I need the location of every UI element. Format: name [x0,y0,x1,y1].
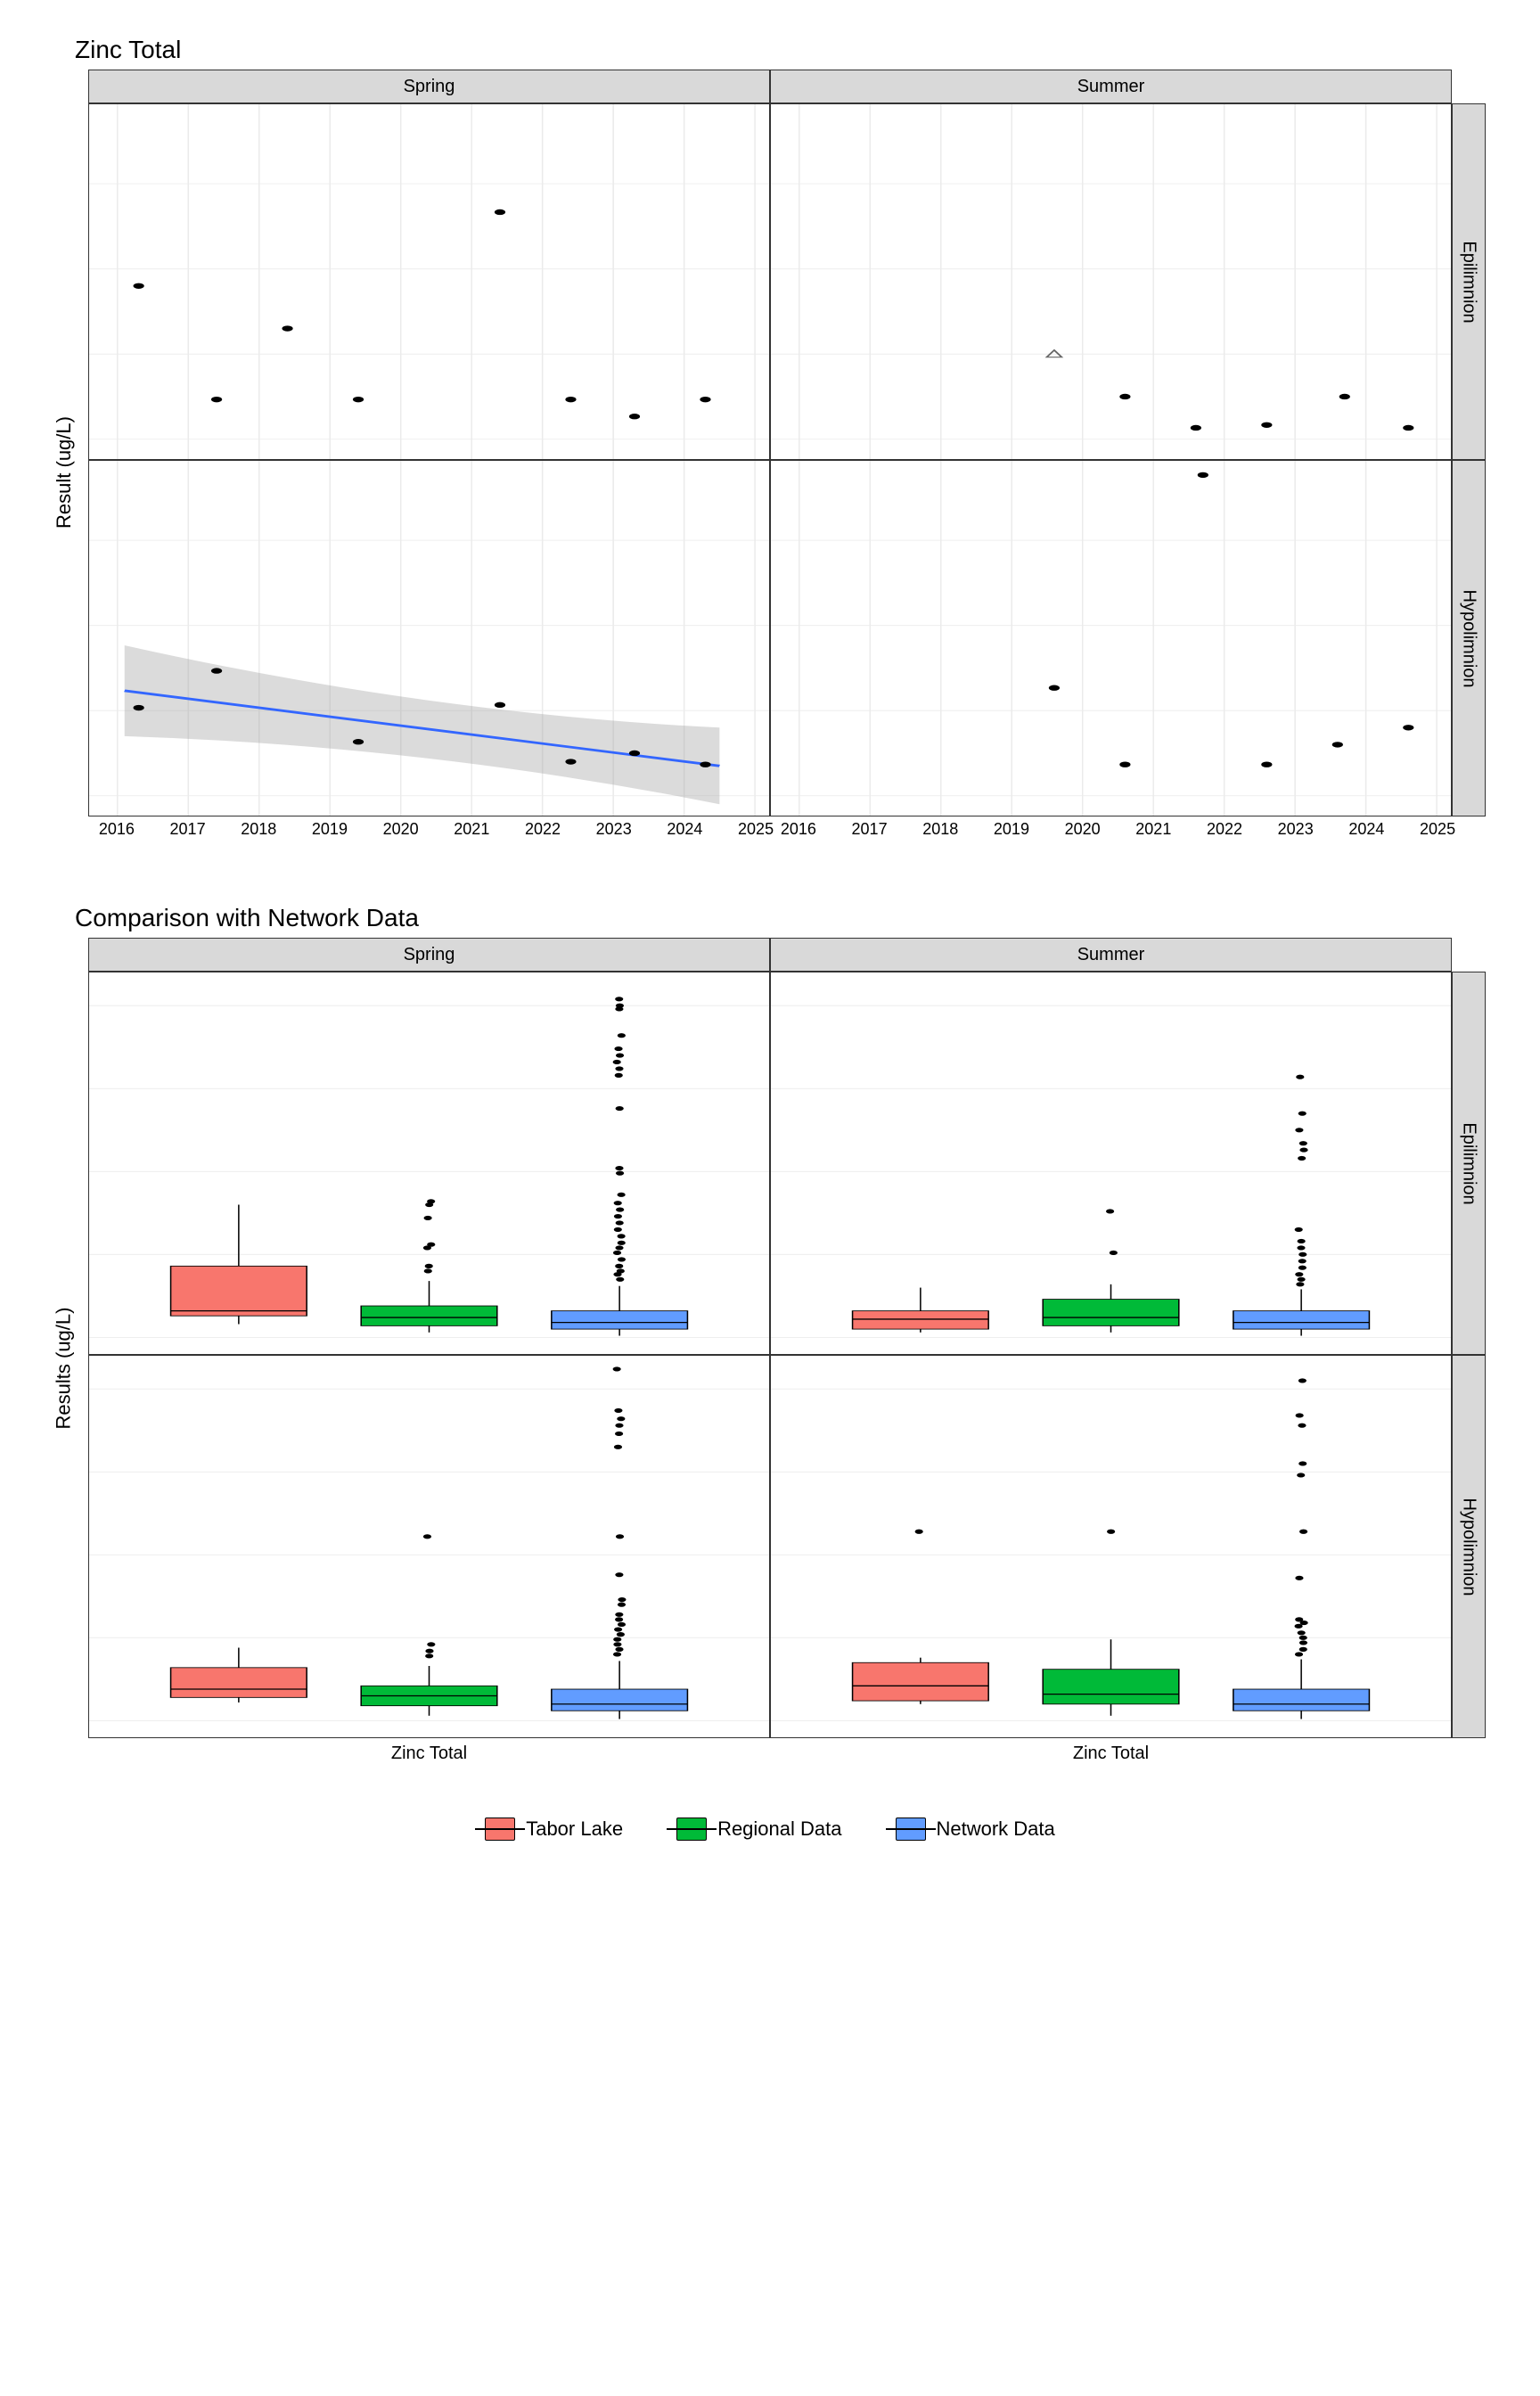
legend-label: Tabor Lake [526,1818,623,1841]
strip-spring-box: Spring [88,938,770,972]
legend-swatch [676,1818,707,1841]
strip-summer-box: Summer [770,938,1452,972]
strip-hypolimnion-box: Hypolimnion [1452,1355,1486,1738]
scatter-title: Zinc Total [75,36,1501,64]
panel-spring-epi: 0369 [88,103,770,460]
boxplot-xlabel-spring: Zinc Total [88,1738,770,1764]
strip-epilimnion-box: Epilimnion [1452,972,1486,1355]
boxpanel-summer-hypo [770,1355,1452,1738]
legend-label: Network Data [937,1818,1055,1841]
boxplot-y-label: Results (ug/L) [53,1307,76,1429]
panel-summer-hypo [770,460,1452,816]
strip-summer: Summer [770,70,1452,103]
scatter-y-label: Result (ug/L) [53,416,76,529]
strip-epilimnion: Epilimnion [1452,103,1486,460]
panel-summer-epi [770,103,1452,460]
boxpanel-spring-epi: 05101520 [88,972,770,1355]
strip-spring: Spring [88,70,770,103]
legend-label: Regional Data [717,1818,841,1841]
panel-spring-hypo: 0369 [88,460,770,816]
boxplot-title: Comparison with Network Data [75,904,1501,932]
legend-item: Regional Data [676,1818,841,1841]
scatter-facet-grid: Result (ug/L) Spring Summer 0369 Epilimn… [39,70,1501,841]
legend-swatch [896,1818,926,1841]
legend-item: Network Data [896,1818,1055,1841]
boxpanel-summer-epi [770,972,1452,1355]
boxplot-xlabel-summer: Zinc Total [770,1738,1452,1764]
boxplot-facet-grid: Results (ug/L) Spring Summer 05101520 Ep… [39,938,1501,1764]
boxpanel-spring-hypo: 05101520 [88,1355,770,1738]
legend-swatch [485,1818,515,1841]
legend-item: Tabor Lake [485,1818,623,1841]
strip-hypolimnion: Hypolimnion [1452,460,1486,816]
legend: Tabor Lake Regional Data Network Data [39,1818,1501,1841]
scatter-section: Zinc Total Result (ug/L) Spring Summer 0… [39,36,1501,841]
scatter-xaxis-summer: 2016201720182019202020212022202320242025 [770,816,1452,841]
boxplot-section: Comparison with Network Data Results (ug… [39,904,1501,1764]
scatter-xaxis-spring: 2016201720182019202020212022202320242025 [88,816,770,841]
